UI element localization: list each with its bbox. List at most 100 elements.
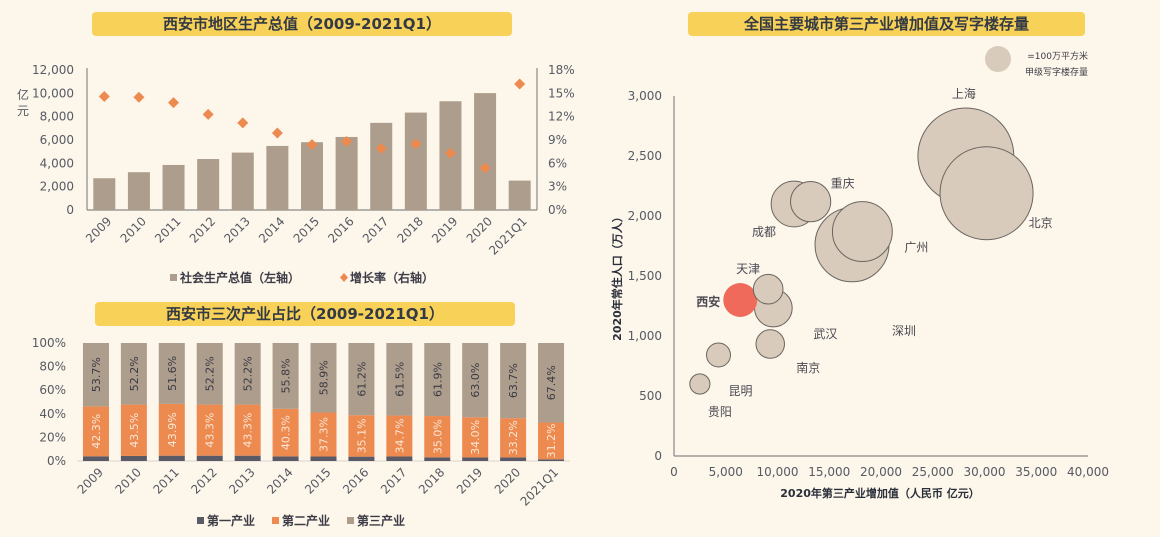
tertiary-industry-segment: [196, 343, 223, 405]
secondary-industry-segment: [272, 408, 299, 457]
gdp-x-tick-label: 2010: [118, 214, 149, 245]
city-bubble: [723, 283, 758, 317]
bubble-x-tick-label: 10,000: [757, 465, 799, 479]
city-label: 成都: [752, 225, 776, 239]
city-label: 武汉: [813, 327, 837, 341]
tertiary-industry-segment: [424, 343, 451, 417]
gdp-right-tick-label: 6%: [548, 156, 567, 170]
growth-rate-marker: [479, 162, 491, 174]
city-label: 天津: [736, 262, 760, 276]
gdp-y-unit-label: 亿: [17, 87, 29, 102]
secondary-industry-segment: [386, 415, 413, 457]
segment-value-label: 52.2%: [204, 356, 217, 391]
city-bubble: [689, 373, 711, 395]
tertiary-industry-segment: [310, 343, 337, 413]
structure-x-tick-label: 2014: [264, 465, 295, 496]
structure-x-tick-label: 2021Q1: [518, 465, 562, 509]
gdp-left-tick-label: 6,000: [40, 133, 74, 147]
segment-value-label: 52.2%: [128, 356, 141, 391]
bubble-x-tick-label: 35,000: [1015, 465, 1057, 479]
segment-value-label: 61.5%: [393, 362, 406, 397]
secondary-industry-segment: [196, 404, 223, 456]
city-label: 深圳: [892, 324, 916, 338]
primary-industry-segment: [538, 459, 565, 461]
segment-value-label: 42.3%: [90, 414, 103, 449]
segment-value-label: 43.3%: [242, 413, 255, 448]
growth-rate-marker: [444, 147, 456, 159]
growth-rate-marker: [98, 90, 110, 102]
tertiary-industry-segment: [386, 343, 413, 416]
segment-value-label: 37.3%: [318, 417, 331, 452]
gdp-left-tick-label: 0: [66, 203, 74, 217]
gdp-left-tick-label: 2,000: [40, 180, 74, 194]
secondary-industry-segment: [310, 412, 337, 457]
structure-y-tick-label: 40%: [39, 407, 66, 421]
gdp-right-tick-label: 18%: [548, 63, 575, 77]
size-legend-caption: 甲级写字楼存量: [1025, 66, 1088, 78]
bubble-x-tick-label: 30,000: [964, 465, 1006, 479]
gdp-bar: [474, 93, 497, 210]
segment-value-label: 63.7%: [507, 363, 520, 398]
primary-industry-segment: [424, 457, 451, 461]
primary-industry-segment: [196, 455, 223, 461]
primary-industry-segment: [158, 455, 185, 461]
city-label: 广州: [904, 241, 928, 255]
city-label: 南京: [796, 360, 820, 375]
structure-y-tick-label: 20%: [39, 430, 66, 444]
gdp-left-tick-label: 12,000: [32, 63, 74, 77]
gdp-x-tick-label: 2019: [429, 214, 460, 245]
structure-x-tick-label: 2009: [75, 465, 106, 496]
segment-value-label: 55.8%: [280, 358, 293, 393]
gdp-bar: [508, 180, 531, 210]
structure-y-tick-label: 80%: [39, 360, 66, 374]
primary-industry-segment: [348, 456, 375, 461]
gdp-bar: [197, 159, 220, 210]
gdp-x-tick-label: 2020: [464, 214, 495, 245]
tertiary-industry-segment: [158, 343, 185, 404]
city-bubble: [706, 342, 731, 368]
gdp-left-tick-label: 8,000: [40, 110, 74, 124]
primary-industry-segment: [462, 457, 489, 461]
secondary-industry-segment: [424, 416, 451, 458]
gdp-x-tick-label: 2021Q1: [486, 214, 530, 258]
primary-industry-segment: [82, 456, 109, 461]
gdp-right-tick-label: 0%: [548, 203, 567, 217]
city-label: 上海: [952, 86, 976, 101]
city-label: 西安: [696, 294, 720, 309]
segment-value-label: 53.7%: [90, 357, 103, 392]
secondary-industry-segment: [82, 406, 109, 457]
gdp-bar: [127, 172, 150, 210]
gdp-bar: [370, 122, 393, 210]
tertiary-industry-segment: [462, 343, 489, 418]
segment-value-label: 34.7%: [393, 419, 406, 454]
tertiary-industry-segment: [120, 343, 147, 405]
primary-industry-segment: [120, 455, 147, 461]
city-bubble: [755, 329, 785, 359]
city-bubble: [939, 146, 1034, 241]
bubble-chart-title: 全国主要城市第三产业增加值及写字楼存量: [688, 12, 1085, 36]
tertiary-industry-segment: [234, 343, 261, 405]
structure-x-tick-label: 2016: [340, 465, 371, 496]
bubble-x-tick-label: 0: [670, 465, 678, 479]
segment-value-label: 35.1%: [355, 418, 368, 453]
growth-rate-marker: [133, 91, 145, 103]
segment-value-label: 67.4%: [545, 365, 558, 400]
segment-value-label: 43.3%: [204, 413, 217, 448]
city-bubble: [789, 180, 832, 223]
gdp-chart-title: 西安市地区生产总值（2009-2021Q1）: [92, 12, 512, 36]
secondary-industry-segment: [234, 404, 261, 456]
structure-legend-label: 第三产业: [357, 513, 405, 528]
gdp-x-tick-label: 2009: [83, 214, 114, 245]
gdp-legend-bar-label: 社会生产总值（左轴）: [179, 270, 300, 285]
growth-rate-marker: [375, 143, 387, 155]
gdp-bar: [301, 142, 323, 210]
gdp-bar: [266, 145, 289, 210]
structure-legend-swatch: [347, 517, 354, 524]
primary-industry-segment: [310, 456, 337, 461]
growth-rate-marker: [410, 138, 422, 150]
structure-legend-swatch: [272, 517, 279, 524]
structure-x-tick-label: 2020: [492, 465, 523, 496]
bubble-x-axis-label: 2020年第三产业增加值（人民币 亿元）: [780, 486, 979, 500]
gdp-bar: [162, 164, 185, 210]
gdp-x-tick-label: 2015: [291, 214, 322, 245]
